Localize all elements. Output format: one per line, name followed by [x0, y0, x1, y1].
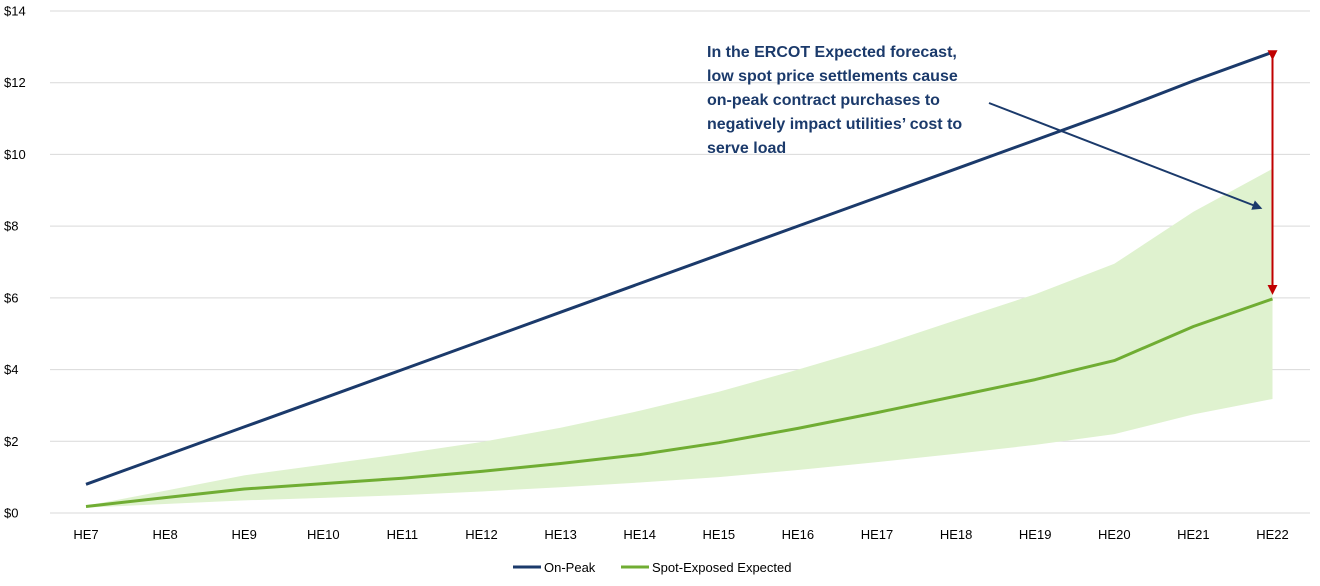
x-tick-label: HE14: [623, 527, 656, 542]
series-line-on-peak: [85, 50, 1274, 486]
x-tick-label: HE10: [307, 527, 340, 542]
y-tick-label: $2: [4, 434, 18, 449]
y-tick-label: $8: [4, 219, 18, 234]
y-tick-label: $4: [4, 362, 18, 377]
annotation-line-1: In the ERCOT Expected forecast,: [707, 44, 957, 61]
x-tick-label: HE19: [1019, 527, 1052, 542]
x-tick-label: HE13: [544, 527, 577, 542]
x-tick-label: HE20: [1098, 527, 1131, 542]
annotation-line-3: on-peak contract purchases to: [707, 92, 940, 109]
x-tick-label: HE9: [232, 527, 257, 542]
x-tick-label: HE7: [73, 527, 98, 542]
annotation-line-4: negatively impact utilities’ cost to: [707, 116, 962, 133]
spot-range-band-group: [86, 168, 1273, 508]
y-tick-label: $14: [4, 4, 26, 19]
x-tick-label: HE17: [861, 527, 894, 542]
x-tick-label: HE11: [387, 527, 419, 542]
grid-lines: [50, 10, 1310, 514]
x-tick-label: HE16: [782, 527, 815, 542]
x-tick-label: HE8: [152, 527, 177, 542]
x-tick-label: HE21: [1177, 527, 1210, 542]
series-line-spot-exposed: [85, 297, 1273, 508]
annotation-line-2: low spot price settlements cause: [707, 68, 958, 85]
annotation-arrows: [988, 50, 1278, 295]
x-tick-label: HE15: [703, 527, 736, 542]
x-tick-label: HE18: [940, 527, 973, 542]
y-tick-label: $0: [4, 506, 18, 521]
x-tick-label: HE12: [465, 527, 498, 542]
y-tick-label: $12: [4, 75, 26, 90]
y-tick-label: $6: [4, 290, 18, 305]
y-tick-label: $10: [4, 147, 26, 162]
series-lines: [85, 50, 1274, 508]
annotation-line-5: serve load: [707, 140, 786, 157]
x-axis-ticks: HE7 HE8 HE9 HE10 HE11 HE12 HE13 HE14 HE15 HE16 HE1…: [73, 527, 1288, 542]
x-tick-label: HE22: [1256, 527, 1289, 542]
y-axis-ticks: $0 $2 $4 $6 $8 $10 $12 $14: [4, 4, 26, 521]
spot-range-band: [86, 168, 1273, 508]
legend-label-spot-exposed: Spot-Exposed Expected: [652, 560, 791, 575]
annotation-pointer-arrow: [988, 102, 1263, 210]
legend: On-Peak Spot-Exposed Expected: [513, 560, 791, 575]
legend-label-on-peak: On-Peak: [544, 560, 596, 575]
